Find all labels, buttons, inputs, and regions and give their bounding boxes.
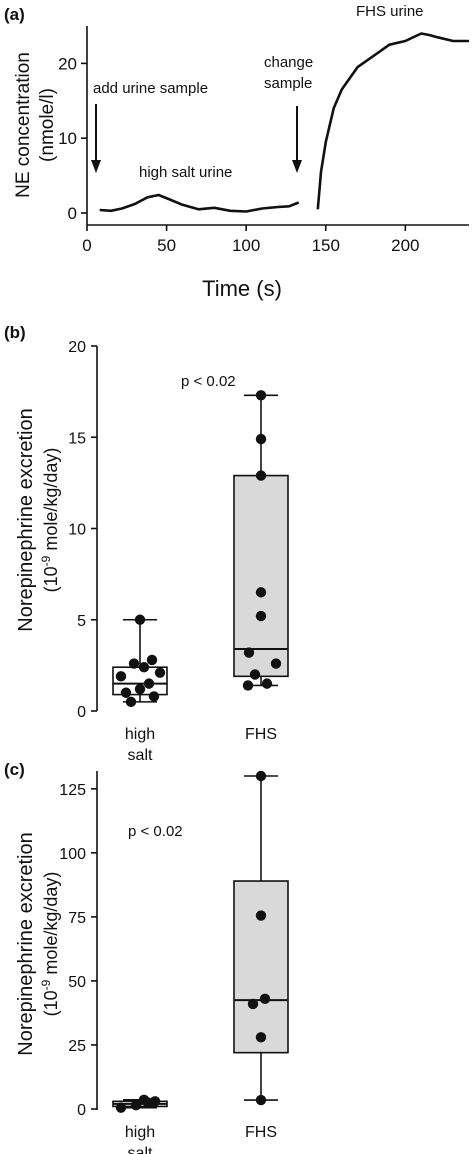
fhs-box xyxy=(233,474,289,678)
y-tick-label: 75 xyxy=(68,910,86,927)
panel-b-ylabel-line2: (10-9 mole/kg/day) xyxy=(39,448,61,593)
high-salt-group-label: high xyxy=(125,726,155,743)
high-salt-data-point xyxy=(134,614,146,625)
fhs-data-point xyxy=(249,669,261,680)
panel-b-y-ticks: 0 5 10 15 20 xyxy=(68,339,97,721)
panel-b-ylabel-line1: Norepinephrine excretion xyxy=(15,408,37,631)
high-salt-data-point xyxy=(146,654,158,666)
fhs-data-point xyxy=(255,587,267,598)
panel-c-group-labels: high salt FHS xyxy=(125,1124,277,1154)
fhs-data-point xyxy=(255,1032,267,1043)
y-tick-label: 15 xyxy=(68,430,86,447)
fhs-data-point xyxy=(255,470,267,481)
trace-high-salt xyxy=(99,193,300,213)
high-salt-data-point xyxy=(134,683,146,695)
annotation-add-urine-sample: add urine sample xyxy=(93,80,208,97)
annotation-high-salt-urine: high salt urine xyxy=(139,164,232,181)
panel-c-boxes xyxy=(112,770,289,1113)
x-tick-label: 50 xyxy=(157,236,176,255)
high-salt-data-point xyxy=(125,696,137,708)
high-salt-group-label-line2: salt xyxy=(128,1145,153,1154)
y-tick-label: 10 xyxy=(68,522,86,539)
fhs-group-label: FHS xyxy=(245,1124,277,1141)
y-tick-label: 125 xyxy=(59,782,86,799)
panel-b-boxes xyxy=(112,390,289,708)
y-tick-label: 100 xyxy=(59,846,86,863)
trace-fhs xyxy=(316,32,469,210)
high-salt-data-point xyxy=(128,658,140,669)
y-tick-label: 0 xyxy=(68,204,77,223)
panel-a-ylabel-line2: (nmole/l) xyxy=(37,88,58,162)
fhs-data-point xyxy=(255,910,267,921)
high-salt-group-label-line2: salt xyxy=(128,747,153,764)
fhs-data-point xyxy=(255,610,267,622)
panel-c-p-value: p < 0.02 xyxy=(128,823,183,840)
fhs-data-point xyxy=(255,390,267,401)
x-tick-label: 0 xyxy=(82,236,91,255)
annotation-change-line2: sample xyxy=(264,75,312,92)
fhs-data-point xyxy=(255,1094,267,1106)
fhs-group-label: FHS xyxy=(245,726,277,743)
high-salt-data-point xyxy=(120,687,132,698)
high-salt-data-point xyxy=(149,1096,161,1107)
x-tick-label: 100 xyxy=(232,236,260,255)
panel-a-xlabel: Time (s) xyxy=(202,276,282,301)
panel-c-ylabel-line1: Norepinephrine excretion xyxy=(15,832,37,1055)
panel-b-p-value: p < 0.02 xyxy=(181,373,236,390)
high-salt-data-point xyxy=(154,667,166,678)
panel-c-y-ticks: 0 25 50 75 100 125 xyxy=(59,782,97,1119)
panel-b-label: (b) xyxy=(4,323,26,342)
x-tick-label: 150 xyxy=(312,236,340,255)
high-salt-data-point xyxy=(115,671,127,682)
fhs-data-point xyxy=(259,993,271,1005)
panel-c-ylabel-line2: (10-9 mole/kg/day) xyxy=(39,872,61,1017)
fhs-box xyxy=(233,880,289,1054)
fhs-data-point xyxy=(242,680,254,691)
y-tick-label: 0 xyxy=(77,1102,86,1119)
y-tick-label: 50 xyxy=(68,974,86,991)
arrowhead-change-sample xyxy=(292,160,302,173)
fhs-data-point xyxy=(247,998,259,1010)
arrowhead-add-urine-sample xyxy=(91,160,101,173)
fhs-data-point xyxy=(243,647,255,658)
y-tick-label: 25 xyxy=(68,1038,86,1055)
panel-b: (b) 0 5 10 15 20 high salt FHS p < 0.02 Norepi… xyxy=(4,323,289,764)
fhs-data-point xyxy=(255,770,267,782)
y-tick-label: 20 xyxy=(68,339,86,356)
high-salt-data-point xyxy=(138,1094,150,1105)
panel-a-x-ticks: 0 50 100 150 200 xyxy=(82,225,420,255)
fhs-data-point xyxy=(270,658,282,669)
panel-a-ylabel-line1: NE concentration xyxy=(13,52,34,198)
high-salt-group-label: high xyxy=(125,1124,155,1141)
high-salt-data-point xyxy=(148,691,160,702)
fhs-data-point xyxy=(261,678,273,689)
fhs-data-point xyxy=(255,433,267,445)
panel-b-group-labels: high salt FHS xyxy=(125,726,277,764)
high-salt-data-point xyxy=(130,1099,142,1111)
high-salt-data-point xyxy=(138,662,150,673)
high-salt-data-point xyxy=(115,1102,127,1113)
panel-c: (c) 0 25 50 75 100 125 high salt FHS p < 0.02 N… xyxy=(4,760,289,1154)
y-tick-label: 20 xyxy=(58,54,77,73)
y-tick-label: 0 xyxy=(77,704,86,721)
panel-a-label: (a) xyxy=(4,5,25,24)
high-salt-data-point xyxy=(143,678,155,689)
panel-c-label: (c) xyxy=(4,760,25,779)
y-tick-label: 5 xyxy=(77,613,86,630)
panel-a-traces xyxy=(99,32,469,213)
x-tick-label: 200 xyxy=(391,236,419,255)
panel-a-y-ticks: 0 10 20 xyxy=(58,54,87,223)
y-tick-label: 10 xyxy=(58,129,77,148)
annotation-change-line1: change xyxy=(264,54,313,71)
annotation-fhs-urine: FHS urine xyxy=(356,3,424,20)
